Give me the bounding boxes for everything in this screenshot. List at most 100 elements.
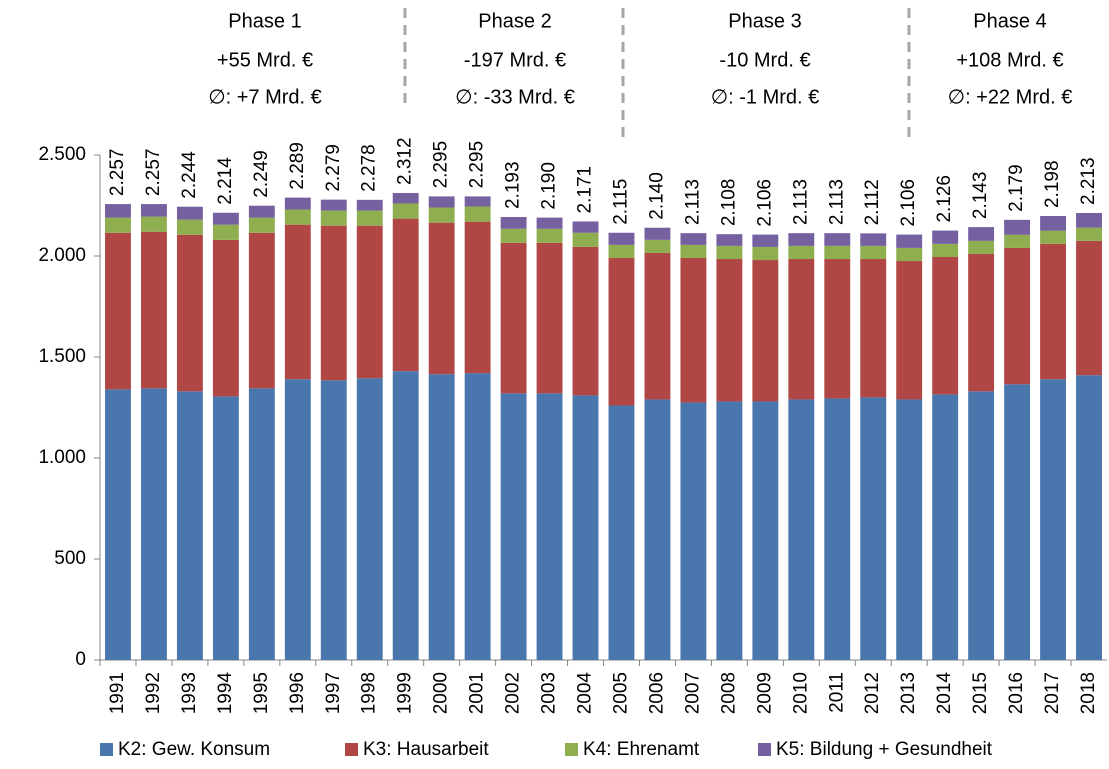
phase-title: Phase 2 [478, 10, 551, 32]
bar-segment [824, 398, 851, 660]
x-tick-label: 1994 [215, 672, 236, 715]
total-label: 2.190 [539, 162, 560, 210]
y-tick-label: 0 [75, 649, 86, 670]
bar-segment [500, 228, 527, 243]
bar-segment [176, 206, 203, 220]
bar-segment [968, 253, 995, 392]
total-label: 2.140 [646, 172, 667, 220]
bar-segment [536, 228, 563, 243]
legend-label: K5: Bildung + Gesundheit [776, 739, 993, 760]
x-tick-label: 1991 [107, 672, 128, 714]
x-tick-label: 2002 [503, 672, 524, 714]
bar-segment [1076, 375, 1102, 660]
bar-segment [392, 371, 419, 660]
bar-segment [788, 233, 815, 246]
bar-segment [248, 232, 275, 389]
x-tick-label: 1993 [179, 672, 200, 714]
bar-segment [428, 207, 455, 223]
bar-segment [248, 217, 275, 233]
legend-label: K2: Gew. Konsum [118, 739, 270, 760]
total-label: 2.312 [395, 137, 416, 185]
total-label: 2.193 [503, 161, 524, 209]
bar-segment [788, 245, 815, 260]
total-label: 2.106 [898, 179, 919, 227]
bar-segment [105, 389, 131, 660]
x-tick-label: 2012 [862, 672, 883, 714]
bar-segment [1040, 216, 1067, 231]
bar-segment [392, 192, 419, 204]
bar-segment [1040, 243, 1067, 380]
x-tick-label: 2011 [826, 672, 847, 713]
bar-segment [824, 245, 851, 260]
bar-segment [392, 203, 419, 219]
bar-segment [140, 388, 167, 660]
phase-average: ∅: -1 Mrd. € [711, 86, 820, 108]
total-label: 2.257 [107, 149, 128, 197]
bar-segment [500, 217, 527, 229]
bar-segment [428, 222, 455, 375]
bar-segment [176, 234, 203, 392]
bar-segment [1004, 384, 1031, 660]
bar-segment [356, 210, 383, 226]
x-tick-label: 2007 [682, 672, 703, 714]
total-label: 2.295 [431, 141, 452, 189]
phase-change: +55 Mrd. € [217, 49, 313, 71]
bar-segment [1004, 247, 1031, 385]
bar-segment [1040, 230, 1067, 244]
bar-segment [896, 234, 923, 248]
bar-segment [320, 210, 347, 226]
bar-segment [392, 218, 419, 372]
x-tick-label: 2015 [970, 672, 991, 714]
bar-segment [500, 242, 527, 394]
bar-segment [824, 233, 851, 246]
bar-segment [572, 232, 599, 247]
bar-segment [140, 231, 167, 389]
bar-segment [356, 199, 383, 211]
bar-segment [752, 234, 779, 247]
y-tick-label: 1.500 [38, 346, 86, 367]
bar-segment [1076, 212, 1102, 228]
bar-segment [752, 260, 779, 402]
x-tick-label: 2005 [610, 672, 631, 714]
x-tick-label: 2010 [790, 672, 811, 714]
bar-segment [1076, 240, 1102, 376]
bar-segment [608, 258, 635, 406]
y-tick-label: 2.500 [38, 144, 86, 165]
bar-segment [932, 230, 959, 244]
y-tick-label: 500 [54, 548, 86, 569]
x-tick-label: 2004 [575, 672, 596, 715]
x-tick-label: 2006 [646, 672, 667, 714]
phase-change: -197 Mrd. € [464, 49, 566, 71]
bar-segment [176, 219, 203, 235]
total-label: 2.257 [143, 149, 164, 197]
bar-segment [320, 380, 347, 660]
bar-segment [212, 239, 239, 397]
total-label: 2.179 [1006, 164, 1027, 212]
bar-segment [608, 244, 635, 259]
bar-segment [140, 204, 167, 217]
bar-segment [464, 196, 491, 207]
x-tick-label: 2008 [718, 672, 739, 714]
legend-swatch [565, 743, 578, 756]
bar-segment [212, 212, 239, 225]
x-tick-label: 2017 [1042, 672, 1063, 714]
legend-label: K3: Hausarbeit [363, 739, 489, 760]
legend-label: K4: Ehrenamt [583, 739, 700, 760]
bar-segment [105, 232, 131, 390]
bar-segment [644, 399, 671, 660]
total-label: 2.115 [610, 179, 631, 225]
bar-segment [680, 244, 707, 259]
x-tick-label: 1999 [395, 672, 416, 714]
bar-segment [860, 259, 887, 398]
bar-segment [536, 217, 563, 229]
y-tick-label: 1.000 [38, 447, 86, 468]
bar-segment [896, 399, 923, 660]
bar-segment [140, 216, 167, 232]
phase-title: Phase 3 [728, 10, 801, 32]
x-tick-label: 2018 [1078, 672, 1099, 714]
bar-segment [284, 379, 311, 660]
bar-segment [572, 246, 599, 396]
phase-title: Phase 4 [973, 10, 1046, 32]
bar-segment [968, 227, 995, 241]
